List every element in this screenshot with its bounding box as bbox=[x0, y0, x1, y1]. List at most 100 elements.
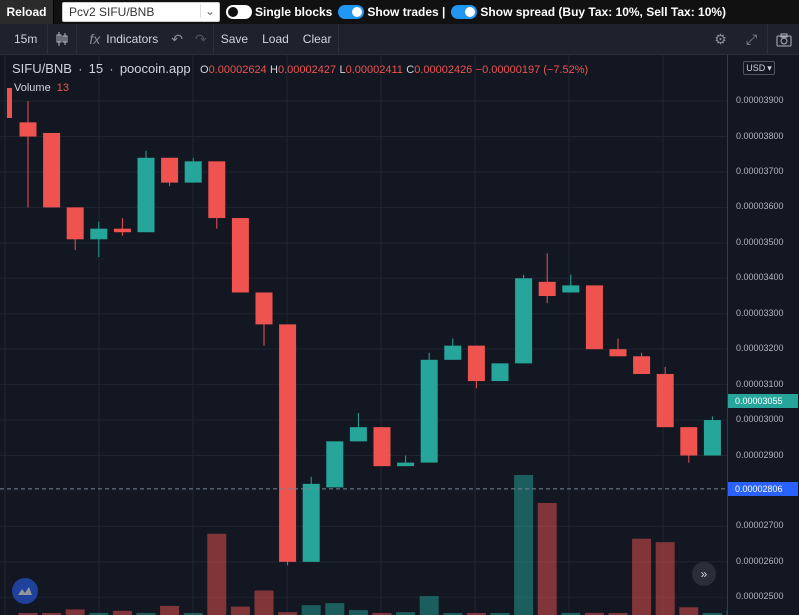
volume-bar bbox=[726, 610, 727, 615]
volume-bar bbox=[230, 606, 250, 615]
pair-select[interactable]: Pcv2 SIFU/BNB ⌄ bbox=[62, 2, 220, 22]
top-bar: Reload Pcv2 SIFU/BNB ⌄ Single blocks Sho… bbox=[0, 0, 799, 24]
show-trades-toggle[interactable] bbox=[338, 5, 365, 19]
volume-bar bbox=[537, 503, 557, 615]
volume-legend: Volume 13 bbox=[14, 82, 69, 94]
volume-value: 13 bbox=[56, 82, 69, 94]
show-spread-label: Show spread (Buy Tax: 10%, Sell Tax: 10%… bbox=[480, 5, 727, 19]
volume-bar bbox=[702, 613, 722, 615]
settings-gear-icon[interactable]: ⚙ bbox=[714, 31, 727, 47]
candle-body bbox=[609, 349, 627, 357]
candle-body bbox=[231, 218, 249, 293]
legend-l-key: L bbox=[339, 64, 346, 76]
price-tick-label: 0.00003200 bbox=[736, 343, 784, 354]
candle-body bbox=[703, 420, 721, 456]
screenshot-camera-icon[interactable] bbox=[768, 24, 799, 55]
legend-h-value: 0.00002427 bbox=[277, 64, 337, 76]
legend-source: poocoin.app bbox=[119, 61, 191, 76]
volume-bar bbox=[466, 613, 486, 615]
candle-body bbox=[444, 345, 462, 360]
volume-bar bbox=[372, 613, 392, 615]
last-price-tag: 0.00003055 bbox=[728, 393, 798, 408]
candle-body bbox=[680, 427, 698, 456]
candle-body bbox=[397, 462, 415, 467]
legend-o-value: 0.00002624 bbox=[208, 64, 267, 76]
crosshair-price-tag: 0.00002806 bbox=[728, 481, 798, 496]
volume-bar bbox=[42, 613, 62, 615]
volume-bar bbox=[348, 610, 368, 615]
price-tick-label: 0.00003500 bbox=[736, 236, 784, 247]
load-button[interactable]: Load bbox=[262, 32, 289, 46]
currency-label: USD bbox=[746, 63, 766, 73]
volume-bar bbox=[278, 612, 298, 615]
price-tick-label: 0.00003900 bbox=[736, 95, 784, 106]
volume-bar bbox=[160, 605, 180, 615]
candle-body bbox=[491, 363, 509, 382]
save-button[interactable]: Save bbox=[220, 32, 249, 46]
volume-bar bbox=[325, 603, 345, 615]
candle-body bbox=[279, 324, 297, 562]
candle-body bbox=[66, 207, 84, 240]
candle-body bbox=[137, 157, 155, 233]
volume-bar bbox=[632, 538, 652, 615]
legend-o-key: O bbox=[200, 64, 209, 76]
logo-icon[interactable] bbox=[12, 578, 38, 604]
candle-body bbox=[467, 345, 485, 382]
chart-legend: SIFU/BNB · 15 · poocoin.app O0.00002624 … bbox=[12, 61, 589, 76]
function-icon: fx bbox=[89, 31, 101, 47]
volume-bar bbox=[112, 610, 132, 615]
candle-body bbox=[43, 132, 61, 208]
candle-style-button[interactable] bbox=[48, 24, 76, 55]
price-tick-label: 0.00002700 bbox=[736, 520, 784, 531]
candle-body bbox=[90, 228, 108, 240]
clear-button[interactable]: Clear bbox=[302, 32, 332, 46]
candle-body bbox=[349, 427, 367, 442]
chevron-down-icon: ⌄ bbox=[199, 4, 215, 18]
candle-body bbox=[538, 281, 556, 297]
candle-body bbox=[373, 427, 391, 467]
redo-icon[interactable]: ↷ bbox=[195, 30, 207, 47]
indicators-button[interactable]: fx Indicators bbox=[77, 24, 165, 55]
candlestick-chart[interactable] bbox=[0, 55, 727, 615]
candle-body bbox=[161, 157, 179, 183]
price-tick-label: 0.00002900 bbox=[736, 449, 784, 460]
legend-c-key: C bbox=[406, 64, 415, 76]
candles-icon bbox=[56, 32, 68, 46]
fullscreen-icon[interactable]: ⤢ bbox=[745, 31, 758, 47]
undo-icon[interactable]: ↶ bbox=[171, 30, 183, 47]
show-trades-label: Show trades | bbox=[367, 5, 446, 19]
price-tick-label: 0.00003100 bbox=[736, 378, 784, 389]
reload-button[interactable]: Reload bbox=[0, 0, 54, 24]
price-tick-label: 0.00003600 bbox=[736, 201, 784, 212]
volume-bar bbox=[561, 612, 581, 615]
volume-bar bbox=[584, 612, 604, 615]
volume-bar bbox=[419, 596, 439, 615]
currency-button[interactable]: USD ▾ bbox=[743, 61, 775, 75]
volume-bar bbox=[514, 475, 534, 615]
candle-body bbox=[19, 122, 37, 137]
show-spread-toggle[interactable] bbox=[451, 5, 478, 19]
candle-body bbox=[113, 228, 131, 233]
interval-button[interactable]: 15m bbox=[14, 32, 38, 46]
volume-bar bbox=[301, 605, 321, 615]
volume-bar bbox=[89, 613, 109, 615]
candle-body bbox=[208, 161, 226, 219]
price-tick-label: 0.00003000 bbox=[736, 414, 784, 425]
single-blocks-toggle[interactable] bbox=[226, 5, 252, 19]
pair-select-value: Pcv2 SIFU/BNB bbox=[69, 5, 155, 19]
price-tick-label: 0.00003400 bbox=[736, 272, 784, 283]
volume-label: Volume bbox=[14, 82, 51, 94]
volume-bar bbox=[679, 607, 699, 615]
chart-toolbar: 15m fx Indicators ↶ ↷ Save Load Clear ⚙ … bbox=[0, 23, 799, 55]
legend-interval: 15 bbox=[88, 61, 104, 76]
volume-bar bbox=[490, 613, 510, 615]
volume-bar bbox=[136, 613, 156, 615]
candle-body bbox=[255, 292, 273, 325]
candle-body bbox=[326, 441, 344, 488]
scroll-to-realtime-button[interactable]: » bbox=[692, 562, 716, 586]
price-axis[interactable] bbox=[727, 55, 799, 615]
volume-bar bbox=[655, 542, 675, 615]
candle-body bbox=[562, 285, 580, 293]
scroll-marker bbox=[7, 88, 12, 118]
candle-body bbox=[633, 356, 651, 374]
